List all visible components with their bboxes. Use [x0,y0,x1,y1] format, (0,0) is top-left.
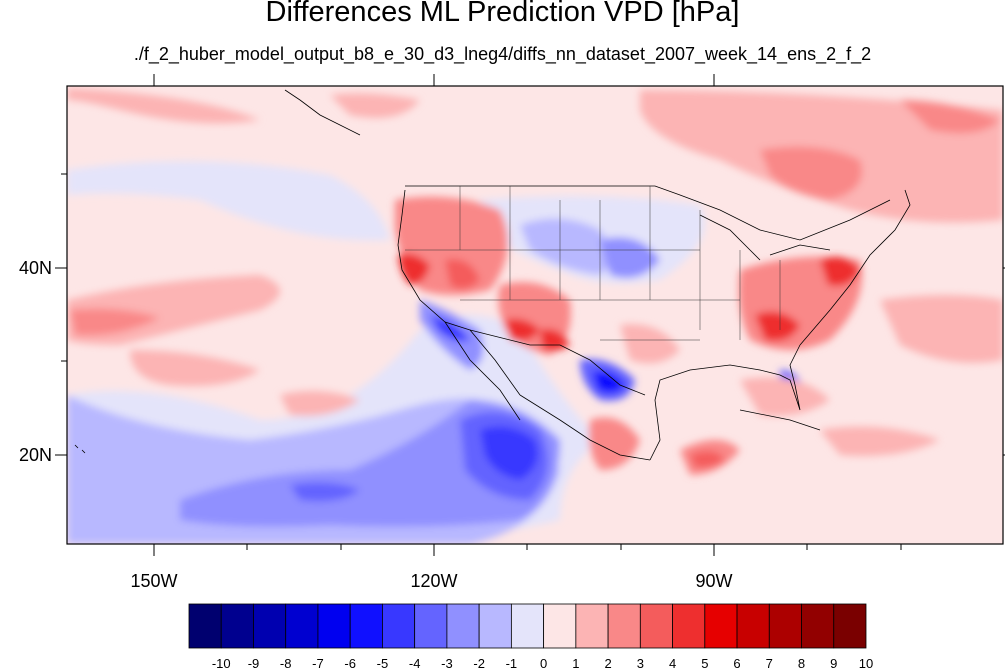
map-subtitle: ./f_2_huber_model_output_b8_e_30_d3_lneg… [133,44,872,64]
lon-label-150w: 150W [130,571,177,591]
colorbar-swatch [478,603,512,649]
colorbar-label: -6 [344,656,356,671]
coastlines [74,89,911,461]
colorbar-swatch [704,603,738,649]
colorbar-swatch [736,603,770,649]
colorbar-swatch [543,603,577,649]
colorbar-swatch [768,603,802,649]
colorbar-label: -10 [212,656,231,671]
colorbar-label: -2 [473,656,485,671]
colorbar-swatch [285,603,319,649]
colorbar-swatch [833,603,867,649]
colorbar-label: 6 [733,656,740,671]
map-frame [66,85,1004,545]
colorbar-label: 3 [637,656,644,671]
colorbar: -10 -9 -8 -7 -6 -5 -4 -3 -2 -1 0 1 2 3 4 5 6 7 8 9 10 [188,603,873,671]
colorbar-label: -8 [280,656,292,671]
colorbar-swatch [801,603,835,649]
axis-ticks [55,74,1005,556]
colorbar-swatch [672,603,706,649]
colorbar-swatch [317,603,351,649]
colorbar-swatch [382,603,416,649]
colorbar-swatch [575,603,609,649]
lat-label-40n: 40N [19,258,52,278]
lat-label-20n: 20N [19,445,52,465]
colorbar-swatch [188,603,222,649]
colorbar-label: 4 [669,656,676,671]
colorbar-label: 1 [572,656,579,671]
colorbar-swatch [349,603,383,649]
colorbar-swatch [220,603,254,649]
colorbar-label: -3 [441,656,453,671]
colorbar-label: -1 [506,656,518,671]
colorbar-swatch [414,603,448,649]
lon-label-120w: 120W [410,571,457,591]
colorbar-swatch [446,603,480,649]
state-borders [405,186,781,341]
colorbar-swatch [253,603,287,649]
vpd-difference-field [67,86,1003,544]
colorbar-swatch [639,603,673,649]
colorbar-label: 8 [798,656,805,671]
colorbar-label: 0 [540,656,547,671]
lon-label-90w: 90W [695,571,732,591]
colorbar-label: -4 [409,656,421,671]
colorbar-label: 10 [859,656,873,671]
colorbar-label: 2 [604,656,611,671]
colorbar-swatch [607,603,641,649]
colorbar-label: -5 [377,656,389,671]
map-title: Differences ML Prediction VPD [hPa] [265,0,740,28]
colorbar-label: 7 [766,656,773,671]
colorbar-label: -7 [312,656,324,671]
colorbar-label: -9 [248,656,260,671]
colorbar-swatch [510,603,545,649]
colorbar-label: 5 [701,656,708,671]
colorbar-label: 9 [830,656,837,671]
